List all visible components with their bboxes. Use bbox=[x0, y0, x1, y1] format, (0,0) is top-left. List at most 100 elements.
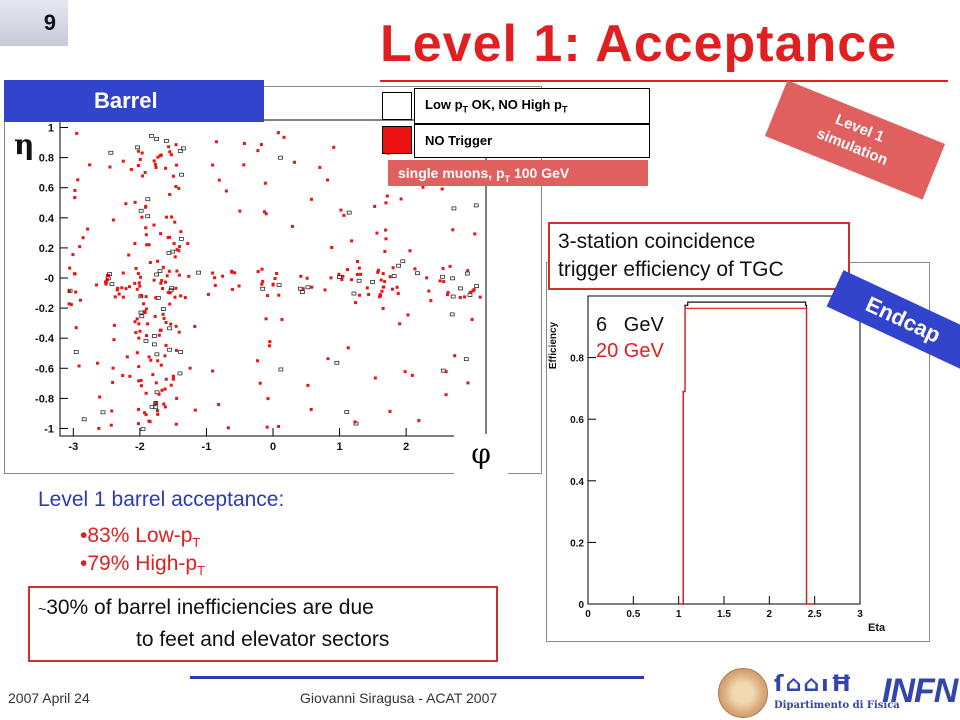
no-trigger-point bbox=[141, 174, 145, 178]
no-trigger-point bbox=[166, 236, 170, 240]
no-trigger-point bbox=[380, 289, 384, 293]
no-trigger-point bbox=[267, 344, 271, 348]
no-trigger-point bbox=[135, 351, 139, 355]
low-pt-point bbox=[135, 145, 140, 150]
no-trigger-point bbox=[396, 292, 400, 296]
no-trigger-point bbox=[158, 154, 162, 158]
low-pt-point bbox=[415, 271, 420, 276]
no-trigger-point bbox=[390, 287, 394, 291]
no-trigger-point bbox=[265, 294, 269, 298]
no-trigger-point bbox=[259, 143, 263, 147]
low-pt-point bbox=[346, 210, 352, 215]
no-trigger-point bbox=[174, 324, 178, 328]
no-trigger-point bbox=[144, 205, 148, 209]
endcap-y-tick-label: 0.6 bbox=[570, 415, 584, 426]
no-trigger-point bbox=[375, 231, 379, 235]
no-trigger-point bbox=[148, 420, 152, 424]
no-trigger-point bbox=[471, 289, 475, 293]
no-trigger-point bbox=[164, 320, 168, 324]
barrel-y-tick-label: -0.6 bbox=[35, 363, 54, 375]
low-pt-point bbox=[351, 291, 357, 296]
no-trigger-point bbox=[256, 359, 260, 363]
barrel-x-tick-label: 0 bbox=[270, 441, 276, 453]
no-trigger-point bbox=[171, 377, 175, 381]
no-trigger-point bbox=[213, 283, 217, 287]
low-pt-point bbox=[138, 310, 144, 315]
no-trigger-point bbox=[260, 282, 264, 286]
endcap-legend-20gev: 20 GeV bbox=[596, 340, 664, 362]
no-trigger-point bbox=[165, 274, 169, 278]
low-pt-point bbox=[458, 286, 463, 291]
low-pt-point bbox=[179, 172, 184, 177]
no-trigger-point bbox=[168, 193, 172, 197]
no-trigger-point bbox=[136, 149, 140, 153]
no-trigger-point bbox=[159, 281, 163, 285]
no-trigger-point bbox=[373, 204, 377, 208]
no-trigger-point bbox=[211, 163, 215, 167]
no-trigger-point bbox=[217, 178, 221, 182]
no-trigger-point bbox=[318, 165, 322, 169]
no-trigger-point bbox=[417, 419, 421, 423]
no-trigger-point bbox=[217, 403, 221, 407]
no-trigger-point bbox=[224, 189, 228, 193]
no-trigger-point bbox=[157, 392, 161, 396]
footer-date: 2007 April 24 bbox=[8, 690, 90, 706]
no-trigger-point bbox=[350, 278, 354, 282]
no-trigger-point bbox=[221, 274, 225, 278]
no-trigger-point bbox=[463, 295, 467, 299]
no-trigger-point bbox=[152, 278, 156, 282]
low-pt-point bbox=[370, 280, 375, 284]
no-trigger-point bbox=[138, 157, 142, 161]
no-trigger-point bbox=[137, 407, 141, 411]
no-trigger-point bbox=[135, 287, 139, 291]
no-trigger-point bbox=[154, 165, 158, 169]
no-trigger-point bbox=[104, 281, 108, 285]
no-trigger-point bbox=[353, 420, 357, 424]
endcap-y-tick-label: 0.4 bbox=[570, 477, 584, 488]
no-trigger-point bbox=[71, 253, 75, 257]
no-trigger-point bbox=[408, 249, 412, 253]
no-trigger-point bbox=[177, 249, 181, 253]
no-trigger-point bbox=[345, 268, 349, 272]
low-pt-point bbox=[152, 342, 157, 347]
no-trigger-point bbox=[266, 397, 270, 401]
no-trigger-point bbox=[179, 294, 183, 298]
no-trigger-point bbox=[359, 272, 363, 276]
low-pt-point bbox=[178, 236, 184, 241]
no-trigger-point bbox=[177, 330, 181, 334]
note-line2: to feet and elevator sectors bbox=[136, 628, 390, 651]
inefficiency-note: ~30% of barrel inefficiencies are due to… bbox=[28, 586, 498, 662]
no-trigger-point bbox=[174, 286, 178, 290]
low-pt-point bbox=[73, 350, 79, 354]
endcap-legend-6gev: 6 GeV bbox=[596, 314, 664, 336]
slide-number: 9 bbox=[0, 0, 68, 46]
barrel-y-tick-label: 0.4 bbox=[39, 213, 55, 225]
no-trigger-point bbox=[97, 426, 101, 430]
no-trigger-point bbox=[193, 324, 197, 328]
no-trigger-point bbox=[86, 227, 90, 231]
no-trigger-point bbox=[440, 187, 444, 191]
no-trigger-point bbox=[178, 245, 182, 249]
no-trigger-point bbox=[159, 328, 163, 332]
no-trigger-point bbox=[133, 281, 137, 285]
no-trigger-point bbox=[72, 272, 76, 276]
no-trigger-point bbox=[112, 323, 116, 327]
low-pt-point bbox=[300, 290, 305, 294]
no-trigger-point bbox=[143, 411, 147, 415]
no-trigger-point bbox=[341, 274, 345, 278]
acceptance-high-pt-sub: T bbox=[197, 563, 206, 579]
note-line1: 30% of barrel inefficiencies are due bbox=[46, 596, 374, 619]
no-trigger-point bbox=[186, 242, 190, 246]
no-trigger-point bbox=[174, 422, 178, 426]
no-trigger-point bbox=[160, 388, 164, 392]
no-trigger-point bbox=[395, 285, 399, 289]
single-muons-rest: 100 GeV bbox=[510, 165, 570, 181]
acceptance-low-pt-sub: T bbox=[192, 535, 201, 551]
no-trigger-point bbox=[168, 302, 172, 306]
no-trigger-point bbox=[376, 268, 380, 272]
no-trigger-point bbox=[444, 370, 448, 374]
no-trigger-point bbox=[466, 381, 470, 385]
low-pt-point bbox=[154, 352, 160, 357]
no-trigger-point bbox=[262, 210, 266, 214]
no-trigger-point bbox=[379, 278, 383, 282]
